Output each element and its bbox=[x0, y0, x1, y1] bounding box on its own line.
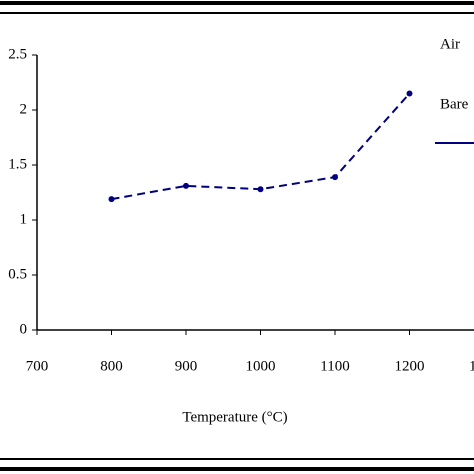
legend-title: Air bbox=[440, 36, 460, 52]
x-tick-label: 900 bbox=[175, 358, 198, 374]
x-axis-label: Temperature (°C) bbox=[182, 409, 287, 425]
x-tick-label: 1000 bbox=[246, 358, 276, 374]
point bbox=[406, 90, 413, 97]
legend-label: Bare bbox=[440, 96, 469, 112]
x-tick-label: 1100 bbox=[320, 358, 349, 374]
y-tick-label: 0 bbox=[20, 321, 28, 337]
inner-frame bbox=[0, 12, 474, 460]
x-tick-label: 800 bbox=[100, 358, 123, 374]
y-tick-label: 2.5 bbox=[8, 46, 27, 62]
y-tick-label: 1.5 bbox=[8, 156, 27, 172]
x-tick-label: 1200 bbox=[395, 358, 425, 374]
series-line bbox=[111, 92, 411, 201]
x-tick-label: 700 bbox=[26, 358, 49, 374]
y-tick-label: 0.5 bbox=[8, 266, 27, 282]
x-tick-label: 1300 bbox=[469, 358, 474, 374]
point bbox=[183, 182, 189, 189]
y-tick-label: 1 bbox=[20, 211, 28, 227]
point bbox=[257, 186, 264, 193]
point bbox=[108, 196, 115, 203]
point bbox=[332, 174, 338, 181]
y-tick-label: 2 bbox=[20, 101, 28, 117]
